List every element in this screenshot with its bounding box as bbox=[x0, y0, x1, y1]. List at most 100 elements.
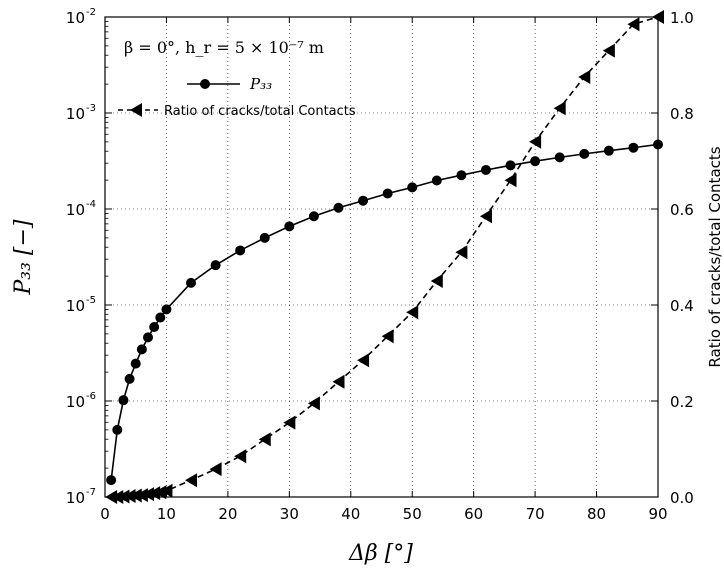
series-ratio-point bbox=[123, 489, 136, 504]
y-left-ticks: 10-710-610-510-410-310-2 bbox=[66, 7, 112, 507]
series-p33-point bbox=[530, 156, 541, 167]
legend-label-ratio: Ratio of cracks/total Contacts bbox=[164, 104, 356, 119]
y-right-axis-label: Ratio of cracks/total Contacts bbox=[706, 146, 724, 367]
series-ratio-point bbox=[381, 329, 394, 344]
y-left-tick-label: 10 bbox=[66, 201, 85, 219]
y-left-tick-exponent: -4 bbox=[86, 199, 96, 210]
x-tick-label: 10 bbox=[157, 505, 176, 523]
x-tick-label: 50 bbox=[403, 505, 422, 523]
legend-marker-p33 bbox=[200, 79, 210, 89]
series-p33-point bbox=[210, 260, 221, 271]
series-ratio-point bbox=[332, 374, 345, 389]
series-ratio-point bbox=[234, 449, 247, 464]
series-ratio-line bbox=[111, 16, 659, 498]
series-p33-point bbox=[186, 277, 197, 288]
x-ticks: 0 10 20 30 40 50 60 70 80 90 bbox=[100, 17, 668, 523]
series-ratio-point bbox=[529, 134, 542, 149]
y-right-tick-label: 0.0 bbox=[670, 489, 694, 507]
series-ratio-point bbox=[142, 487, 155, 502]
legend: β = 0°, h_r = 5 × 10⁻⁷ m P₃₃ Ratio of cr… bbox=[118, 38, 356, 119]
x-tick-label: 60 bbox=[464, 505, 483, 523]
series-ratio-point bbox=[185, 473, 198, 488]
series-ratio-point bbox=[578, 70, 591, 84]
series-ratio-point bbox=[154, 485, 167, 500]
series-p33-point bbox=[628, 142, 639, 153]
series-ratio-point bbox=[479, 209, 492, 224]
y-right-ticks: 0.0 0.2 0.4 0.6 0.8 1.0 bbox=[651, 9, 694, 507]
series-p33-point bbox=[259, 232, 270, 243]
y-left-tick-label: 10 bbox=[66, 297, 85, 315]
series-ratio-point bbox=[627, 17, 640, 32]
series-p33-point bbox=[118, 395, 129, 406]
annotation-text: β = 0°, h_r = 5 × 10⁻⁷ m bbox=[124, 38, 324, 57]
legend-entry-p33: P₃₃ bbox=[187, 75, 272, 93]
series-p33-point bbox=[333, 202, 344, 213]
y-left-axis-label: P₃₃ [−] bbox=[11, 219, 36, 295]
series-p33-point bbox=[382, 188, 393, 199]
series-p33-point bbox=[308, 211, 319, 222]
series-p33-point bbox=[155, 312, 166, 323]
y-left-tick-exponent: -5 bbox=[86, 295, 96, 306]
series-ratio-point bbox=[504, 173, 517, 188]
x-tick-label: 0 bbox=[100, 505, 110, 523]
series-p33-point bbox=[480, 164, 491, 175]
y-right-tick-label: 0.8 bbox=[670, 105, 694, 123]
y-left-tick-exponent: -3 bbox=[86, 103, 96, 114]
legend-label-p33: P₃₃ bbox=[249, 75, 272, 93]
series-p33-point bbox=[149, 321, 160, 332]
series-p33-point bbox=[456, 170, 467, 181]
legend-marker-ratio bbox=[130, 103, 142, 117]
series-p33-point bbox=[143, 332, 154, 343]
series-p33-point bbox=[358, 195, 369, 206]
y-right-tick-label: 0.2 bbox=[670, 393, 694, 411]
series-p33-point bbox=[284, 221, 295, 232]
grid bbox=[105, 17, 658, 497]
series-p33-point bbox=[554, 152, 565, 163]
series-p33-point bbox=[505, 160, 516, 171]
x-tick-label: 70 bbox=[526, 505, 545, 523]
series-ratio-point bbox=[307, 396, 320, 411]
series-ratio-point bbox=[258, 432, 271, 447]
x-tick-label: 20 bbox=[218, 505, 237, 523]
plot-area bbox=[105, 17, 658, 497]
plot-frame bbox=[104, 16, 659, 498]
series-p33-point bbox=[579, 148, 590, 159]
series-p33-point bbox=[603, 145, 614, 156]
series-p33-point bbox=[431, 175, 442, 186]
series-p33-point bbox=[161, 304, 172, 315]
series-p33-point bbox=[124, 373, 135, 384]
series-p33-point bbox=[106, 475, 117, 486]
series-p33-point bbox=[112, 424, 123, 435]
x-tick-label: 80 bbox=[587, 505, 606, 523]
y-right-tick-label: 1.0 bbox=[670, 9, 694, 27]
y-right-tick-label: 0.6 bbox=[670, 201, 694, 219]
series-ratio-point bbox=[406, 305, 419, 320]
series-ratio-point bbox=[209, 462, 222, 477]
legend-entry-ratio: Ratio of cracks/total Contacts bbox=[118, 103, 356, 119]
y-left-tick-exponent: -6 bbox=[86, 391, 96, 402]
series-p33-point bbox=[136, 344, 147, 355]
series-p33-point bbox=[235, 245, 246, 256]
y-right-tick-label: 0.4 bbox=[670, 297, 694, 315]
series-ratio-point bbox=[455, 245, 468, 260]
x-axis-label: Δβ [°] bbox=[348, 541, 413, 566]
series-p33-point bbox=[130, 358, 141, 369]
series-ratio-point bbox=[357, 353, 370, 368]
series-ratio-point bbox=[135, 488, 148, 503]
x-tick-label: 40 bbox=[341, 505, 360, 523]
y-left-tick-label: 10 bbox=[66, 489, 85, 507]
y-left-tick-exponent: -7 bbox=[86, 487, 96, 498]
series-ratio-point bbox=[602, 43, 615, 58]
series-layer bbox=[105, 10, 664, 504]
y-left-tick-label: 10 bbox=[66, 9, 85, 27]
series-p33-point bbox=[407, 182, 418, 193]
y-left-tick-label: 10 bbox=[66, 105, 85, 123]
series-ratio-point bbox=[553, 101, 566, 116]
series-ratio-point bbox=[283, 415, 296, 430]
series-ratio-point bbox=[160, 483, 173, 498]
x-tick-label: 30 bbox=[280, 505, 299, 523]
y-left-tick-exponent: -2 bbox=[86, 7, 96, 18]
x-tick-label: 90 bbox=[648, 505, 667, 523]
series-ratio-point bbox=[129, 488, 142, 503]
